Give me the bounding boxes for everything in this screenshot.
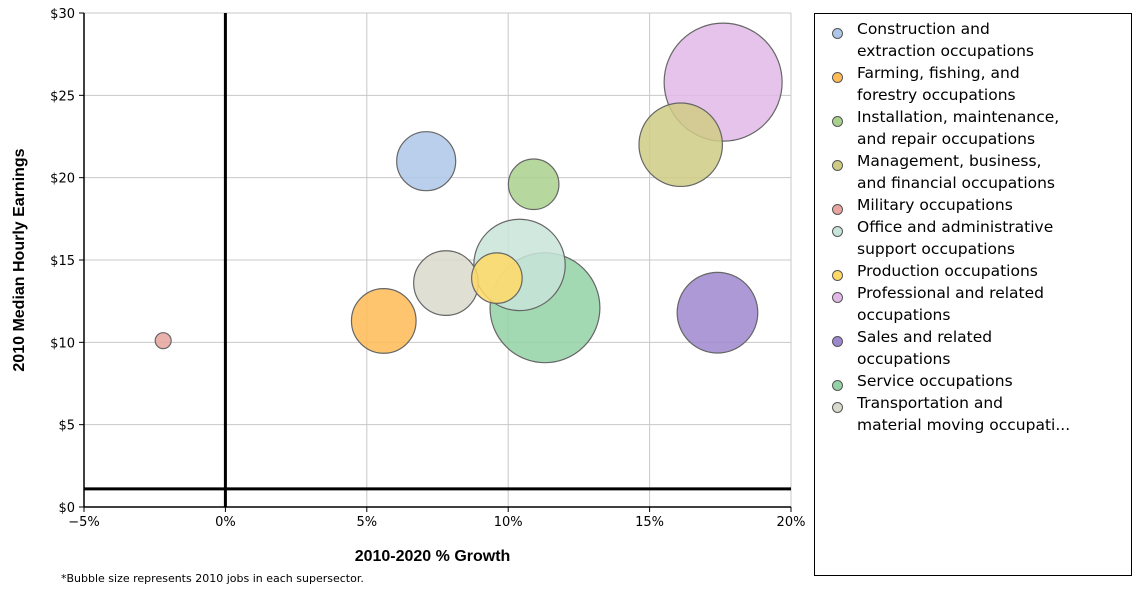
legend-label: Service occupations — [857, 372, 1013, 390]
legend-label: Transportation and material moving occup… — [857, 394, 1071, 434]
y-tick-label: $15 — [50, 254, 75, 269]
legend-swatch — [832, 116, 843, 127]
x-tick-label: 10% — [494, 515, 523, 530]
y-tick-label: $10 — [50, 336, 75, 351]
x-tick-label: 5% — [356, 515, 377, 530]
legend-swatch — [832, 226, 843, 237]
y-axis-title: 2010 Median Hourly Earnings — [11, 148, 28, 371]
legend-item: Sales and related occupations — [815, 324, 1131, 368]
legend-item: Farming, fishing, and forestry occupatio… — [815, 60, 1131, 104]
legend-label: Professional and related occupations — [857, 284, 1044, 324]
bubble-installation-maintenance-and-repair-occupations — [507, 158, 560, 211]
legend-swatch — [832, 380, 843, 391]
legend-item: Construction and extraction occupations — [815, 16, 1131, 60]
axes — [79, 12, 792, 512]
bubbles — [154, 22, 783, 364]
legend: Construction and extraction occupations F… — [814, 13, 1132, 576]
x-axis-title: 2010-2020 % Growth — [355, 548, 511, 565]
legend-swatch — [832, 402, 843, 413]
legend-label: Military occupations — [857, 196, 1013, 214]
legend-label: Production occupations — [857, 262, 1038, 280]
legend-label: Farming, fishing, and forestry occupatio… — [857, 64, 1020, 104]
y-tick-label: $25 — [50, 89, 75, 104]
bubble-military-occupations — [154, 332, 172, 350]
legend-swatch — [832, 72, 843, 83]
bubble-sales-and-related-occupations — [676, 271, 759, 354]
y-tick-label: $0 — [58, 501, 75, 516]
bubble-production-occupations — [471, 252, 523, 304]
bubble-transportation-and-material-moving-occupations — [413, 250, 479, 316]
footnote: *Bubble size represents 2010 jobs in eac… — [61, 572, 364, 585]
legend-label: Sales and related occupations — [857, 328, 993, 368]
x-tick-label: 20% — [777, 515, 806, 530]
y-tick-label: $20 — [50, 172, 75, 187]
legend-swatch — [832, 292, 843, 303]
x-tick-label: 0% — [215, 515, 236, 530]
legend-item: Installation, maintenance, and repair oc… — [815, 104, 1131, 148]
x-tick-label: 15% — [635, 515, 664, 530]
bubble-farming-fishing-and-forestry-occupations — [350, 288, 417, 354]
legend-item: Transportation and material moving occup… — [815, 390, 1131, 434]
legend-label: Management, business, and financial occu… — [857, 152, 1056, 192]
bubble-management-business-and-financial-occupations — [638, 102, 724, 188]
legend-label: Construction and extraction occupations — [857, 20, 1034, 60]
legend-swatch — [832, 270, 843, 281]
legend-item: Military occupations — [815, 192, 1131, 215]
grid-lines — [83, 12, 792, 508]
legend-item: Production occupations — [815, 258, 1131, 281]
legend-label: Installation, maintenance, and repair oc… — [857, 108, 1060, 148]
legend-swatch — [832, 28, 843, 39]
y-tick-label: $5 — [58, 419, 75, 434]
legend-swatch — [832, 204, 843, 215]
legend-label: Office and administrative support occupa… — [857, 218, 1054, 258]
tick-labels: −5% 0% 5% 10% 15% 20% $0 $5 $10 $15 $20 $25 $30 — [50, 7, 805, 530]
legend-item: Office and administrative support occupa… — [815, 214, 1131, 258]
legend-item: Professional and related occupations — [815, 280, 1131, 324]
bubble-construction-and-extraction-occupations — [396, 131, 457, 192]
legend-item: Service occupations — [815, 368, 1131, 391]
legend-swatch — [832, 336, 843, 347]
legend-item: Management, business, and financial occu… — [815, 148, 1131, 192]
x-tick-label: −5% — [68, 515, 100, 530]
y-tick-label: $30 — [50, 7, 75, 22]
legend-swatch — [832, 160, 843, 171]
